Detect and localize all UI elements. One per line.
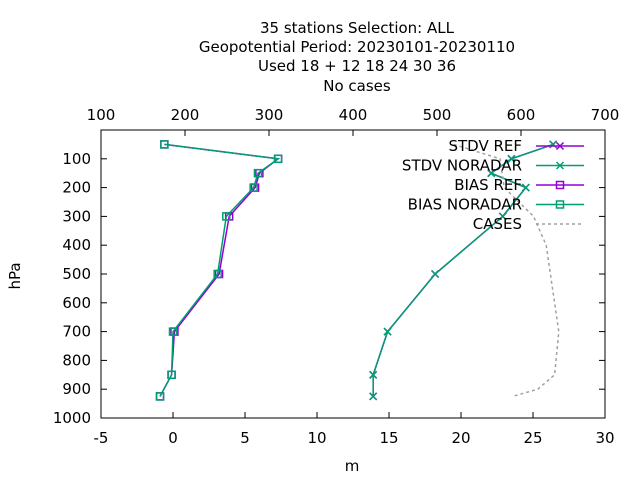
point-bias-noradar — [249, 183, 258, 192]
title-line-3: Used 18 + 12 18 24 30 36 — [258, 57, 456, 75]
y-tick-label: 300 — [62, 207, 91, 225]
y-tick-label: 1000 — [53, 409, 91, 427]
series-cases — [453, 143, 560, 398]
point-stdv-noradar — [431, 269, 440, 279]
marker-stroke — [431, 269, 440, 279]
series-line-cases — [453, 143, 560, 398]
title-line-1: 35 stations Selection: ALL — [260, 19, 455, 37]
legend-marker-bias-noradar — [555, 200, 565, 209]
marker-stroke — [369, 370, 378, 379]
legend-label-stdv-ref: STDV REF — [448, 137, 522, 155]
legend-label-bias-ref: BIAS REF — [454, 176, 522, 194]
point-bias-noradar — [168, 327, 178, 336]
x-tick-label: 5 — [240, 429, 250, 447]
marker-stroke — [521, 183, 530, 192]
x2-tick-label: 600 — [507, 106, 536, 124]
x2-tick-label: 300 — [255, 106, 284, 124]
point-bias-noradar — [253, 168, 263, 178]
point-stdv-noradar — [487, 169, 496, 178]
point-bias-noradar — [167, 370, 176, 380]
marker-stroke — [498, 212, 507, 221]
x2-tick-label: 100 — [87, 106, 116, 124]
x2-tick-label: 400 — [339, 106, 368, 124]
y-tick-label: 800 — [62, 351, 91, 369]
point-stdv-noradar — [369, 392, 378, 401]
y-tick-label: 200 — [62, 179, 91, 197]
y-tick-label: 900 — [62, 380, 91, 398]
legend-label-bias-noradar: BIAS NORADAR — [408, 196, 522, 214]
y-tick-label: 400 — [62, 236, 91, 254]
x-tick-label: 20 — [451, 429, 470, 447]
y-tick-label: 600 — [62, 294, 91, 312]
y-axis-label: hPa — [6, 262, 24, 289]
x-tick-label: 15 — [379, 429, 398, 447]
title-line-4: No cases — [323, 77, 391, 95]
marker-stroke — [555, 141, 565, 151]
series-bias-noradar — [155, 140, 283, 401]
x2-tick-label: 700 — [591, 106, 620, 124]
plot-frame — [100, 129, 606, 419]
series-line-bias-noradar — [159, 143, 281, 397]
marker-stroke — [555, 161, 565, 170]
legend-marker-stdv-noradar — [555, 161, 565, 170]
y-tick-label: 100 — [62, 150, 91, 168]
legend-marker-stdv-ref — [555, 141, 565, 151]
legend-marker-bias-ref — [555, 180, 565, 190]
y-tick-label: 700 — [62, 323, 91, 341]
x-tick-label: 0 — [168, 429, 178, 447]
y-tick-label: 500 — [62, 265, 91, 283]
point-bias-noradar — [273, 154, 283, 164]
marker-stroke — [487, 169, 496, 178]
point-bias-noradar — [155, 392, 165, 401]
point-stdv-noradar — [549, 140, 558, 149]
point-bias-noradar — [213, 269, 222, 279]
x-tick-label: 30 — [595, 429, 614, 447]
x-tick-label: 25 — [523, 429, 542, 447]
legend-label-cases: CASES — [473, 215, 522, 233]
marker-stroke — [383, 327, 392, 336]
x-axis-label: m — [345, 457, 360, 475]
marker-stroke — [507, 154, 516, 163]
chart-title: 35 stations Selection: ALL Geopotential … — [199, 19, 515, 95]
x-tick-label: 10 — [307, 429, 326, 447]
title-line-2: Geopotential Period: 20230101-20230110 — [199, 38, 515, 56]
point-bias-noradar — [222, 212, 231, 221]
legend-label-stdv-noradar: STDV NORADAR — [402, 157, 522, 175]
x-tick-label: -5 — [94, 429, 109, 447]
point-stdv-noradar — [383, 327, 392, 336]
x2-tick-label: 500 — [423, 106, 452, 124]
point-stdv-noradar — [498, 212, 507, 221]
point-bias-noradar — [160, 140, 169, 149]
x2-tick-label: 200 — [171, 106, 200, 124]
point-stdv-noradar — [369, 370, 378, 379]
marker-stroke — [369, 392, 378, 401]
point-stdv-noradar — [521, 183, 530, 192]
point-stdv-noradar — [507, 154, 516, 163]
